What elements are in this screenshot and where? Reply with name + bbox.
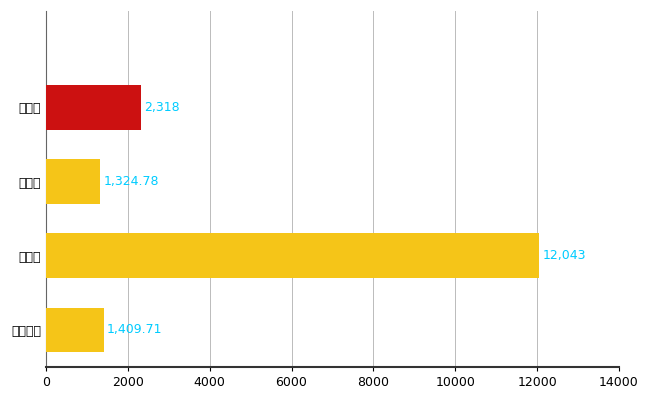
Bar xyxy=(46,308,103,352)
Text: 1,409.71: 1,409.71 xyxy=(107,323,162,336)
Text: 1,324.78: 1,324.78 xyxy=(103,175,159,188)
Bar xyxy=(46,234,539,278)
Bar xyxy=(46,85,141,130)
Bar xyxy=(46,159,100,204)
Text: 2,318: 2,318 xyxy=(144,101,180,114)
Text: 12,043: 12,043 xyxy=(542,249,586,262)
